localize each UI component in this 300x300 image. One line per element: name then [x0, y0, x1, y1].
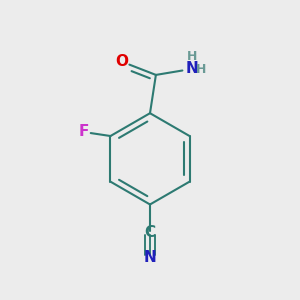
Text: N: N — [144, 250, 156, 265]
Text: F: F — [79, 124, 89, 139]
Text: H: H — [196, 63, 207, 76]
Text: H: H — [187, 50, 197, 64]
Text: N: N — [186, 61, 199, 76]
Text: O: O — [115, 54, 128, 69]
Text: C: C — [144, 225, 156, 240]
